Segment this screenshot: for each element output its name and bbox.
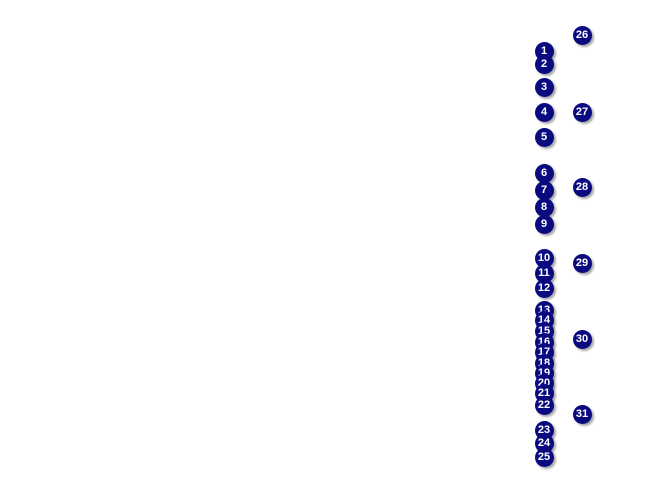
numbered-marker-10: 10 (534, 248, 554, 268)
numbered-marker-28: 28 (572, 177, 592, 197)
numbered-marker-26: 26 (572, 25, 592, 45)
numbered-marker-22: 22 (534, 395, 554, 415)
numbered-marker-29: 29 (572, 253, 592, 273)
numbered-marker-7: 7 (534, 180, 554, 200)
numbered-marker-24: 24 (534, 433, 554, 453)
numbered-marker-27: 27 (572, 102, 592, 122)
numbered-marker-4: 4 (534, 102, 554, 122)
numbered-marker-5: 5 (534, 127, 554, 147)
numbered-marker-12: 12 (534, 278, 554, 298)
numbered-marker-25: 25 (534, 447, 554, 467)
numbered-marker-31: 31 (572, 404, 592, 424)
numbered-marker-6: 6 (534, 163, 554, 183)
numbered-marker-30: 30 (572, 329, 592, 349)
numbered-marker-3: 3 (534, 77, 554, 97)
numbered-marker-9: 9 (534, 214, 554, 234)
numbered-marker-8: 8 (534, 197, 554, 217)
numbered-marker-2: 2 (534, 54, 554, 74)
numbered-marker-11: 11 (534, 263, 554, 283)
